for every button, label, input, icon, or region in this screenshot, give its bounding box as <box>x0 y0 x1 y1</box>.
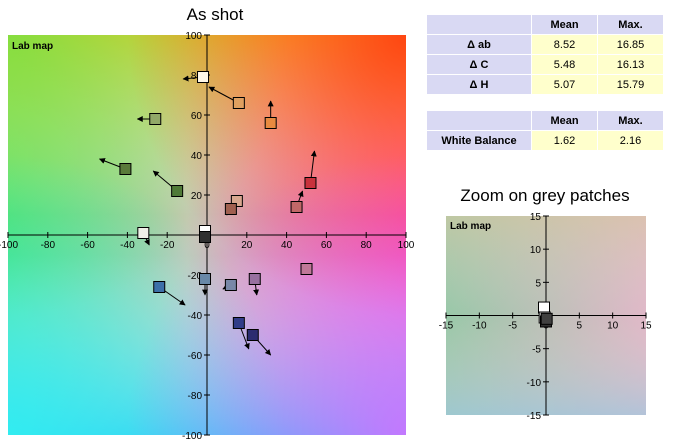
table-header-mean: Mean <box>531 14 598 35</box>
zoom-chart-title: Zoom on grey patches <box>460 186 630 205</box>
zoom-plot-label: Lab map <box>450 221 491 232</box>
patch-marker <box>171 185 184 197</box>
patch-marker <box>248 273 261 285</box>
zoom-marks <box>538 301 553 328</box>
x-tick-label: 60 <box>321 240 333 251</box>
table-header-row: Mean Max. <box>426 110 664 131</box>
table-row: White Balance 1.62 2.16 <box>426 130 664 151</box>
max-value: 2.16 <box>597 130 664 151</box>
mean-value: 5.48 <box>531 54 598 75</box>
y-tick-label: 10 <box>530 245 542 256</box>
y-tick-label: 40 <box>191 151 203 162</box>
y-tick-label: -5 <box>532 345 541 356</box>
patch-marker <box>538 301 550 314</box>
x-tick-label: -10 <box>472 321 487 332</box>
table-header-mean: Mean <box>531 110 598 131</box>
main-chart-title: As shot <box>186 5 244 24</box>
x-tick-label: 40 <box>281 240 293 251</box>
row-label: Δ C <box>426 54 532 75</box>
patch-marker <box>232 97 245 109</box>
x-tick-label: 20 <box>241 240 253 251</box>
x-tick-label: -40 <box>120 240 135 251</box>
x-tick-label: 15 <box>640 321 652 332</box>
y-tick-label: 80 <box>191 71 203 82</box>
x-tick-label: 80 <box>361 240 373 251</box>
table-header-blank <box>426 14 532 35</box>
patch-marker <box>153 281 166 293</box>
mean-value: 8.52 <box>531 34 598 55</box>
x-tick-label: 5 <box>577 321 583 332</box>
y-tick-label: -40 <box>188 311 203 322</box>
patch-marker <box>290 201 303 213</box>
max-value: 15.79 <box>597 74 664 95</box>
y-tick-label: -10 <box>527 378 542 389</box>
patch-marker <box>197 71 210 83</box>
patch-marker <box>137 227 150 239</box>
y-tick-label: -80 <box>188 391 203 402</box>
y-tick-label: -100 <box>182 431 202 442</box>
table-row: Δ H 5.07 15.79 <box>426 74 664 95</box>
patch-marker <box>149 113 162 125</box>
table-header-max: Max. <box>597 110 664 131</box>
main-plot: -100 -80 -60 -40 -20 0 20 40 60 80 100 -100 -80 -60 -4… <box>0 31 415 442</box>
patch-marker <box>264 117 277 129</box>
row-label: Δ H <box>426 74 532 95</box>
patch-marker <box>304 177 317 189</box>
table-row: Δ C 5.48 16.13 <box>426 54 664 75</box>
x-tick-label: -100 <box>0 240 18 251</box>
patch-marker <box>224 279 237 291</box>
patch-marker <box>232 317 245 329</box>
y-tick-label: 15 <box>530 212 542 223</box>
delta-stats-table: Mean Max. Δ ab 8.52 16.85 Δ C 5.48 16.13… <box>426 14 664 95</box>
max-value: 16.13 <box>597 54 664 75</box>
x-tick-label: -5 <box>508 321 517 332</box>
y-tick-label: 5 <box>535 278 541 289</box>
x-tick-label: 0 <box>204 240 210 251</box>
x-tick-label: -60 <box>80 240 95 251</box>
y-tick-label: 20 <box>191 191 203 202</box>
y-tick-label: 60 <box>191 111 203 122</box>
y-tick-label: 100 <box>185 31 202 42</box>
x-tick-label: -20 <box>160 240 175 251</box>
max-value: 16.85 <box>597 34 664 55</box>
y-tick-label: -60 <box>188 351 203 362</box>
x-tick-label: 10 <box>607 321 619 332</box>
patch-marker <box>246 329 259 341</box>
x-tick-label: 100 <box>398 240 415 251</box>
table-header-blank <box>426 110 532 131</box>
main-marks <box>98 71 317 356</box>
main-plot-label: Lab map <box>12 41 53 52</box>
patch-marker <box>540 312 553 325</box>
mean-value: 5.07 <box>531 74 598 95</box>
patch-marker <box>199 231 212 243</box>
row-label: White Balance <box>426 130 532 151</box>
white-balance-table: Mean Max. White Balance 1.62 2.16 <box>426 110 664 151</box>
x-tick-label: -80 <box>41 240 56 251</box>
table-header-row: Mean Max. <box>426 14 664 35</box>
mean-value: 1.62 <box>531 130 598 151</box>
y-tick-label: -15 <box>527 411 542 422</box>
patch-marker <box>300 263 313 275</box>
patch-marker <box>224 203 237 215</box>
patch-marker <box>199 273 212 285</box>
y-tick-label: -20 <box>188 271 203 282</box>
table-header-max: Max. <box>597 14 664 35</box>
table-row: Δ ab 8.52 16.85 <box>426 34 664 55</box>
x-tick-label: -15 <box>439 321 454 332</box>
patch-marker <box>119 163 132 175</box>
